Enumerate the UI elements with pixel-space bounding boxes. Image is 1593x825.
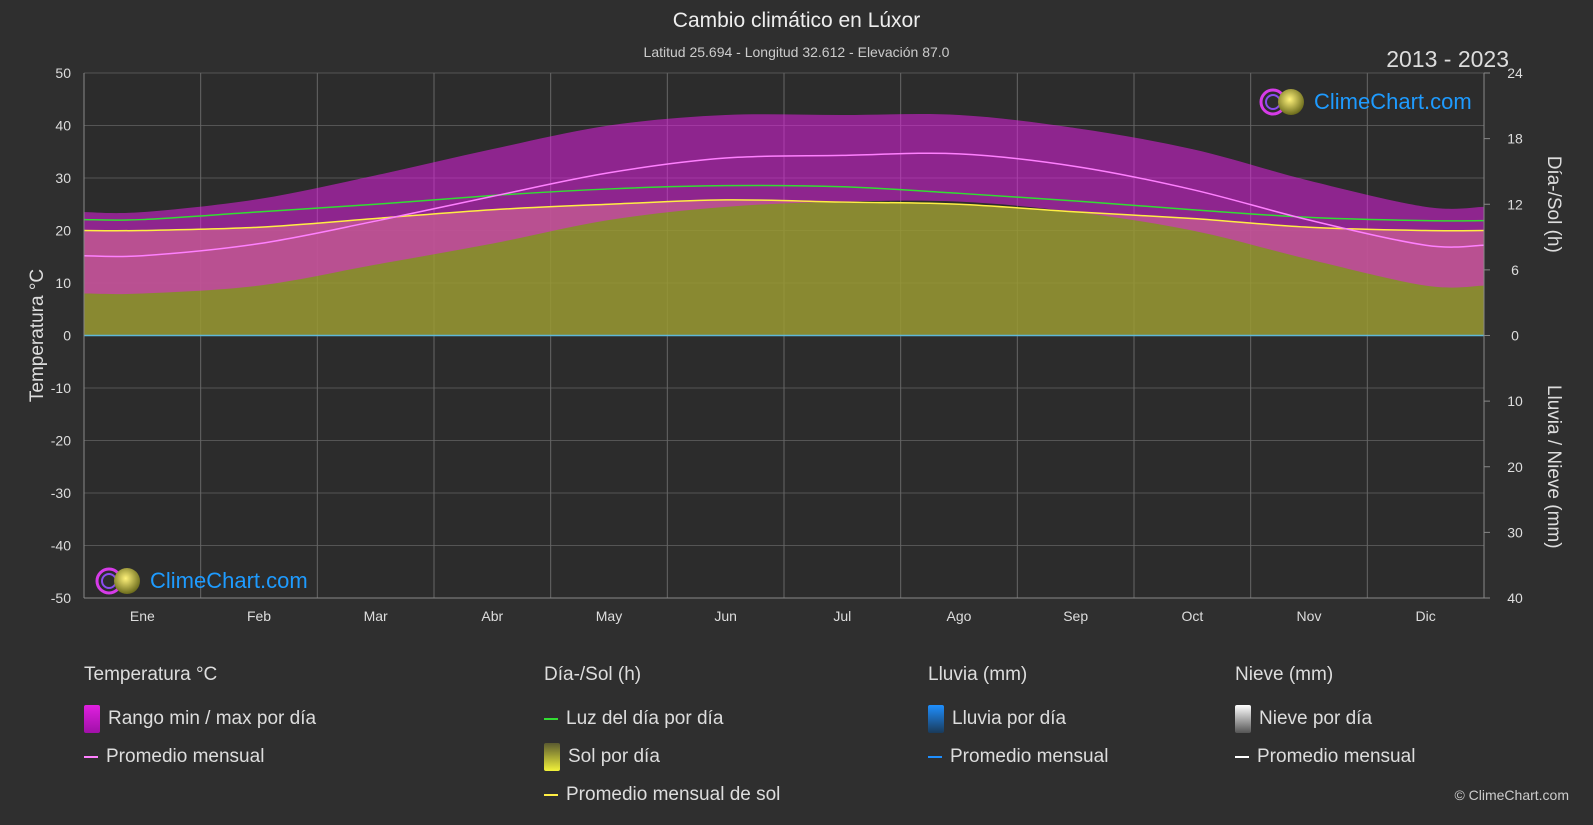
month-label: Ene — [130, 608, 155, 624]
temp-tick-label: 50 — [55, 65, 71, 81]
legend-item-snow-avg: Promedio mensual — [1235, 738, 1415, 776]
right-axis-title-rain: Lluvia / Nieve (mm) — [1543, 385, 1564, 549]
legend-item-snow: Nieve por día — [1235, 700, 1415, 738]
temp-tick-label: -50 — [51, 590, 71, 606]
logo-text: ClimeChart.com — [1314, 89, 1472, 114]
legend-label: Luz del día por día — [566, 708, 724, 729]
snow-avg-swatch — [1235, 756, 1249, 758]
legend-label: Promedio mensual de sol — [566, 784, 781, 805]
legend-item-sunshine: Sol por día — [544, 738, 780, 776]
temp-tick-label: -30 — [51, 485, 71, 501]
climechart-logo-icon — [95, 567, 140, 595]
right-axis-title-hours: Día-/Sol (h) — [1543, 156, 1564, 253]
month-label: Nov — [1297, 608, 1322, 624]
copyright: © ClimeChart.com — [1454, 787, 1569, 803]
legend-header: Lluvia (mm) — [928, 664, 1028, 685]
temp-tick-label: 10 — [55, 275, 71, 291]
legend-item-temp-avg: Promedio mensual — [84, 738, 316, 776]
rain-tick-label: 40 — [1507, 590, 1523, 606]
temperature-avg-line — [83, 152, 1485, 258]
hours-tick-label: 18 — [1507, 131, 1523, 147]
temp-avg-swatch — [84, 756, 98, 758]
temp-tick-label: -10 — [51, 380, 71, 396]
logo-top-right[interactable]: ClimeChart.com — [1258, 86, 1472, 118]
month-label: Jul — [833, 608, 851, 624]
rain-avg-swatch — [928, 756, 942, 758]
temp-tick-label: 40 — [55, 118, 71, 134]
month-label: Sep — [1063, 608, 1088, 624]
hours-tick-label: 6 — [1511, 262, 1519, 278]
month-label: Feb — [247, 608, 271, 624]
legend-item-rain-avg: Promedio mensual — [928, 738, 1108, 776]
rain-tick-label: 20 — [1507, 459, 1523, 475]
month-label: Abr — [481, 608, 503, 624]
temp-tick-label: -40 — [51, 538, 71, 554]
legend-snow: Nieve (mm) Nieve por día Promedio mensua… — [1235, 664, 1415, 776]
legend-item-rain: Lluvia por día — [928, 700, 1108, 738]
climechart-logo-icon — [1259, 88, 1304, 116]
month-label: Oct — [1181, 608, 1203, 624]
rain-tick-label: 30 — [1507, 524, 1523, 540]
legend-label: Nieve por día — [1259, 708, 1373, 729]
sunshine-avg-line — [83, 199, 1485, 232]
sunshine-avg-swatch — [544, 794, 558, 796]
month-label: Dic — [1416, 608, 1436, 624]
legend-header: Día-/Sol (h) — [544, 664, 642, 685]
month-label: May — [596, 608, 622, 624]
legend-item-daylight: Luz del día por día — [544, 700, 780, 738]
month-label: Mar — [364, 608, 388, 624]
legend-item-temp-range: Rango min / max por día — [84, 700, 316, 738]
month-label: Ago — [947, 608, 972, 624]
legend-label: Promedio mensual — [950, 746, 1109, 767]
snow-swatch — [1235, 705, 1251, 733]
chart-title: Cambio climático en Lúxor — [672, 9, 921, 32]
legend-item-sunshine-avg: Promedio mensual de sol — [544, 776, 780, 814]
daylight-line — [83, 184, 1485, 222]
legend-daylight: Día-/Sol (h) Luz del día por día Sol por… — [544, 664, 780, 814]
legend-header: Temperatura °C — [84, 664, 218, 685]
legend-rain: Lluvia (mm) Lluvia por día Promedio mens… — [928, 664, 1108, 776]
logo-bottom-left[interactable]: ClimeChart.com — [94, 565, 308, 597]
logo-text: ClimeChart.com — [150, 568, 308, 593]
temp-tick-label: -20 — [51, 433, 71, 449]
hours-tick-label: 0 — [1511, 328, 1519, 344]
left-axis-title: Temperatura °C — [27, 269, 48, 402]
legend-temperature: Temperatura °C Rango min / max por día P… — [84, 664, 316, 776]
chart-subtitle: Latitud 25.694 - Longitud 32.612 - Eleva… — [643, 44, 950, 60]
month-label: Jun — [714, 608, 737, 624]
legend-label: Promedio mensual — [1257, 746, 1416, 767]
temp-tick-label: 0 — [63, 328, 71, 344]
temp-range-swatch — [84, 705, 100, 733]
legend-label: Sol por día — [568, 746, 660, 767]
legend-label: Promedio mensual — [106, 746, 265, 767]
temp-tick-label: 20 — [55, 223, 71, 239]
hours-tick-label: 24 — [1507, 65, 1523, 81]
legend-label: Rango min / max por día — [108, 708, 317, 729]
temperature-range-band — [84, 114, 1484, 295]
year-range: 2013 - 2023 — [1386, 46, 1509, 72]
hours-tick-label: 12 — [1507, 196, 1523, 212]
legend-header: Nieve (mm) — [1235, 664, 1334, 685]
daylight-swatch — [544, 718, 558, 720]
sunshine-swatch — [544, 743, 560, 771]
rain-swatch — [928, 705, 944, 733]
temp-tick-label: 30 — [55, 170, 71, 186]
legend-label: Lluvia por día — [952, 708, 1067, 729]
rain-tick-label: 10 — [1507, 393, 1523, 409]
